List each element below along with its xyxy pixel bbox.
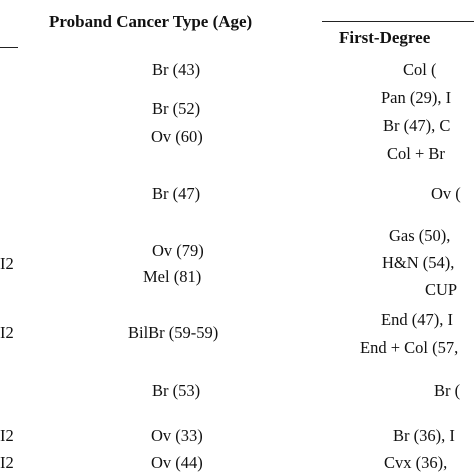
gene-cell-fragment: I2 [0,323,14,342]
first-degree-cell: Br ( [434,381,461,400]
gene-cell-fragment: I2 [0,426,14,445]
proband-cell: Ov (79) [152,241,204,260]
first-degree-cell: Br (36), I [393,426,455,445]
first-degree-cell: CUP [425,280,458,299]
first-degree-cell: Ov ( [431,184,461,203]
first-degree-cell: Pan (29), I [381,88,452,107]
column-header-first-degree: First-Degree [339,28,431,47]
proband-cell: Br (53) [152,381,201,400]
proband-cell: Ov (33) [151,426,203,445]
first-degree-cell: Col ( [403,60,437,79]
first-degree-cell: End (47), I [381,310,453,329]
gene-cell-fragment: I2 [0,254,14,273]
first-degree-cell: H&N (54), [382,253,455,272]
first-degree-cell: Br (47), C [383,116,451,135]
proband-cell: Ov (44) [151,453,203,472]
proband-cell: Ov (60) [151,127,203,146]
proband-cell: Br (43) [152,60,201,79]
proband-cell: Br (47) [152,184,201,203]
first-degree-cell: End + Col (57, [360,338,459,357]
column-header-proband: Proband Cancer Type (Age) [49,12,253,31]
header-rule-right [322,21,474,22]
proband-cell: Br (52) [152,99,201,118]
first-degree-cell: Cvx (36), [384,453,448,472]
proband-cell: Mel (81) [143,267,202,286]
proband-cell: BilBr (59-59) [128,323,219,342]
gene-cell-fragment: I2 [0,453,14,472]
first-degree-cell: Gas (50), [389,226,451,245]
first-degree-cell: Col + Br [387,144,445,163]
header-rule-left [0,47,18,48]
